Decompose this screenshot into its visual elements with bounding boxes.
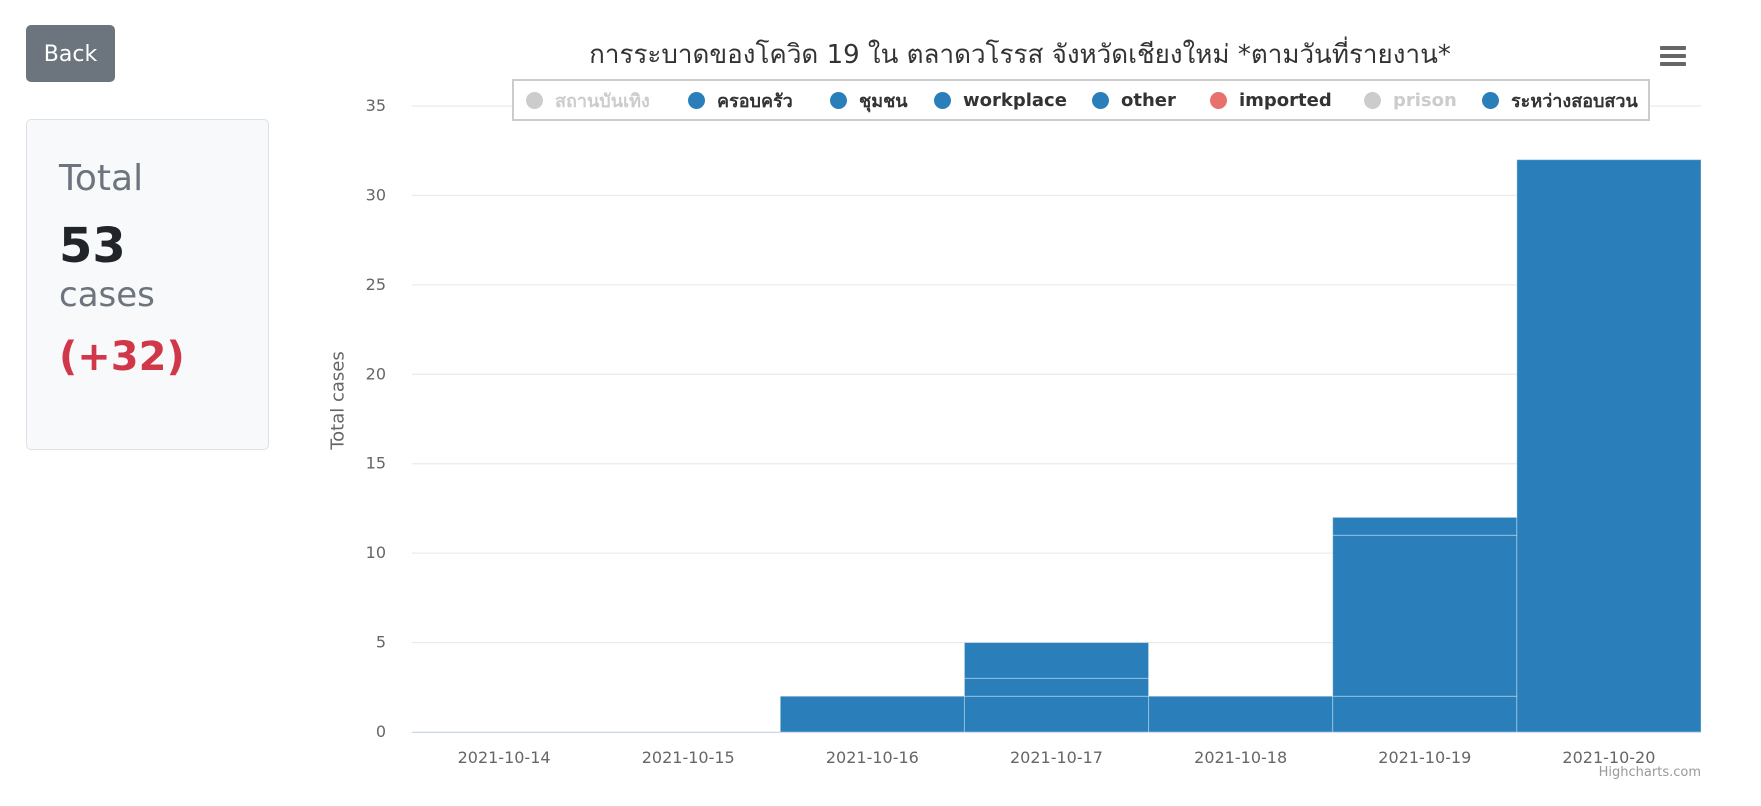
legend-dot-icon (1092, 91, 1109, 109)
legend-label: other (1121, 89, 1176, 111)
bar-ครอบครัว-2021-10-18[interactable] (1148, 695, 1334, 733)
legend-label: ระหว่างสอบสวน (1511, 90, 1638, 112)
y-tick-label: 5 (376, 633, 386, 652)
y-tick-label: 25 (366, 275, 386, 294)
x-tick-label: 2021-10-17 (1010, 748, 1103, 767)
legend-dot-icon (526, 91, 543, 109)
legend-dot-icon (934, 91, 951, 109)
bar-ครอบครัว-2021-10-17[interactable] (963, 695, 1150, 733)
legend-item[interactable]: สถานบันเทิง (526, 81, 650, 119)
legend-label: สถานบันเทิง (555, 90, 650, 112)
legend-item[interactable]: prison (1364, 81, 1457, 119)
legend-item[interactable]: ชุมชน (830, 81, 908, 119)
bar-ชุมชน-2021-10-17[interactable] (963, 677, 1150, 697)
total-label: Total (59, 158, 144, 199)
legend-label: ชุมชน (859, 90, 908, 112)
bar-ชุมชน-2021-10-19[interactable] (1332, 534, 1518, 697)
x-tick-label: 2021-10-16 (826, 748, 919, 767)
x-tick-label: 2021-10-18 (1194, 748, 1287, 767)
chart-title: การระบาดของโควิด 19 ใน ตลาดวโรรส จังหวัด… (589, 40, 1451, 70)
y-tick-label: 0 (376, 722, 386, 741)
y-tick-label: 30 (366, 185, 386, 204)
bar-ระหว่างสอบสวน-2021-10-20[interactable] (1516, 159, 1702, 733)
bar-ครอบครัว-2021-10-16[interactable] (779, 695, 965, 733)
x-tick-label: 2021-10-19 (1378, 748, 1471, 767)
legend-item[interactable]: imported (1210, 81, 1332, 119)
x-tick-label: 2021-10-20 (1562, 748, 1655, 767)
x-tick-label: 2021-10-15 (642, 748, 735, 767)
chart-svg: 0 5 10 15 20 25 30 35 2021-10-14 2021-10-15 2021-1… (366, 96, 1702, 767)
legend-item[interactable]: ครอบครัว (688, 81, 793, 119)
legend-item[interactable]: workplace (934, 81, 1067, 119)
y-tick-label: 35 (366, 96, 386, 115)
bar-workplace-2021-10-17[interactable] (963, 642, 1150, 679)
y-axis-title: Total cases (327, 351, 349, 450)
legend-label: ครอบครัว (717, 90, 793, 112)
hamburger-menu-icon[interactable] (1660, 46, 1688, 68)
bar-ครอบครัว-2021-10-19[interactable] (1332, 695, 1518, 733)
bar-workplace-2021-10-19[interactable] (1332, 516, 1518, 536)
total-delta: (+32) (59, 334, 185, 380)
legend-item[interactable]: ระหว่างสอบสวน (1482, 81, 1638, 119)
chart-credits[interactable]: Highcharts.com (1598, 765, 1701, 780)
chart-container: 0 5 10 15 20 25 30 35 2021-10-14 2021-10-15 2021-1… (327, 20, 1710, 790)
legend-dot-icon (1482, 91, 1499, 109)
legend-dot-icon (1210, 91, 1227, 109)
total-cases-card: Total 53 cases (+32) (26, 119, 269, 450)
x-tick-label: 2021-10-14 (458, 748, 551, 767)
y-tick-label: 20 (366, 364, 386, 383)
legend-dot-icon (1364, 91, 1381, 109)
legend-label: imported (1239, 89, 1332, 111)
y-tick-label: 10 (366, 543, 386, 562)
legend-dot-icon (688, 91, 705, 109)
legend-item[interactable]: other (1092, 81, 1176, 119)
y-tick-label: 15 (366, 454, 386, 473)
back-button[interactable]: Back (26, 25, 115, 82)
legend-dot-icon (830, 91, 847, 109)
legend-label: prison (1393, 89, 1457, 111)
total-count: 53 (59, 218, 126, 274)
legend-label: workplace (963, 89, 1067, 111)
chart-legend: สถานบันเทิง ครอบครัว ชุมชน workplace other im… (512, 79, 1650, 121)
total-unit: cases (59, 275, 155, 315)
